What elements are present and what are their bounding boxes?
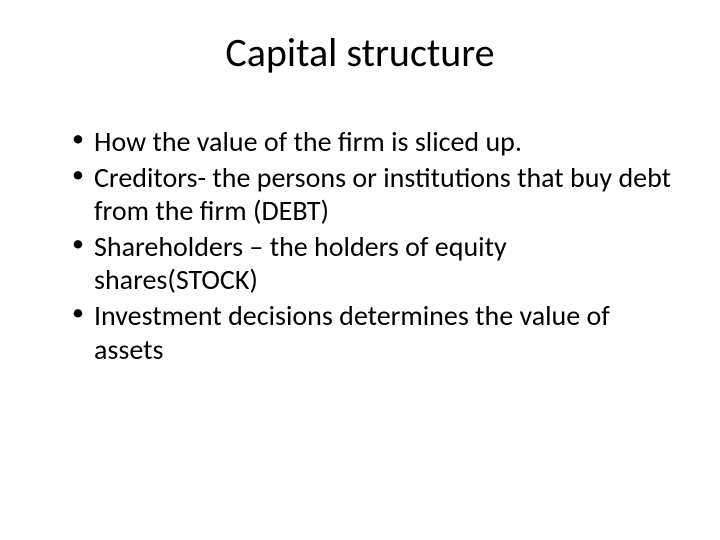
bullet-list: How the value of the firm is sliced up. … (48, 125, 672, 366)
bullet-item: Investment decisions determines the valu… (72, 299, 672, 366)
bullet-item: Creditors- the persons or institutions t… (72, 161, 672, 228)
bullet-item: How the value of the firm is sliced up. (72, 125, 672, 159)
slide-title: Capital structure (48, 28, 672, 77)
slide-container: Capital structure How the value of the f… (0, 0, 720, 540)
bullet-item: Shareholders – the holders of equity sha… (72, 230, 672, 297)
